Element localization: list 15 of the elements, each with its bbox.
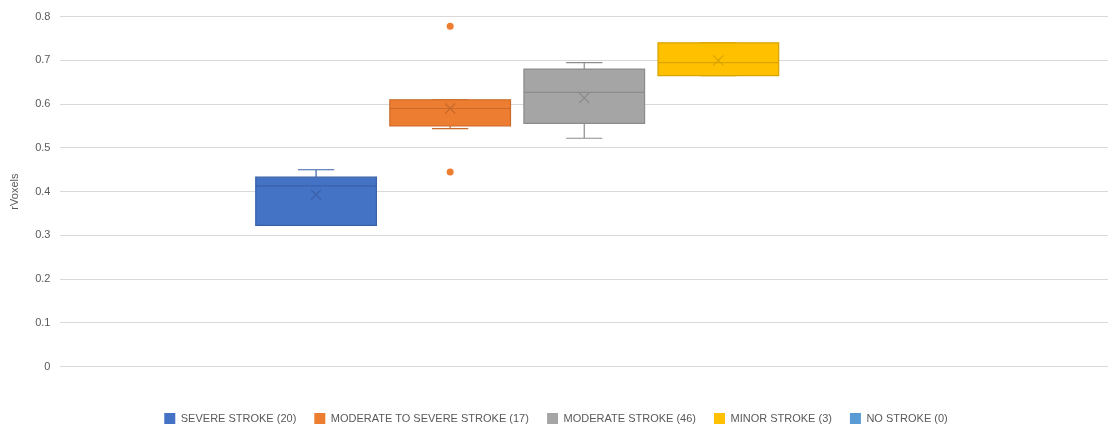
legend-label: MODERATE TO SEVERE STROKE (17) bbox=[330, 411, 529, 424]
y-tick-label: 0.6 bbox=[35, 97, 51, 110]
y-tick-label: 0 bbox=[44, 359, 51, 372]
y-tick-label: 0.8 bbox=[35, 9, 51, 22]
legend-label: NO STROKE (0) bbox=[866, 411, 948, 424]
legend-label: SEVERE STROKE (20) bbox=[180, 411, 297, 424]
y-tick-label: 0.3 bbox=[35, 228, 51, 241]
legend-label: MINOR STROKE (3) bbox=[730, 411, 832, 424]
y-tick-label: 0.5 bbox=[35, 140, 51, 153]
y-tick-label: 0.1 bbox=[35, 315, 51, 328]
y-tick-label: 0.7 bbox=[35, 53, 51, 66]
y-axis-title: rVoxels bbox=[7, 173, 20, 210]
y-tick-label: 0.4 bbox=[35, 184, 51, 197]
legend-label: MODERATE STROKE (46) bbox=[563, 411, 696, 424]
y-tick-label: 0.2 bbox=[35, 272, 51, 285]
